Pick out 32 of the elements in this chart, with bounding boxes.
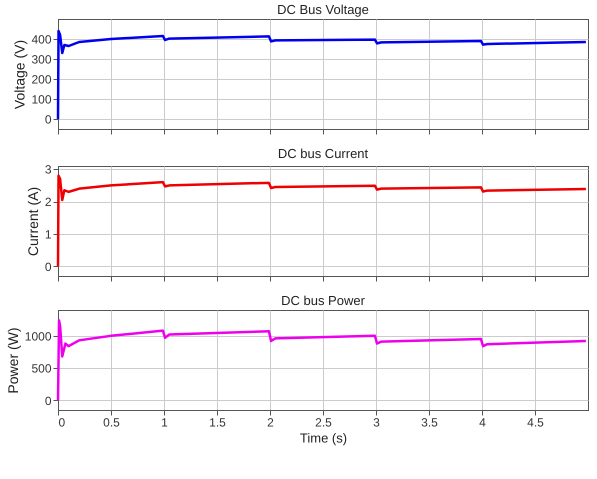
y-tick-label: 300 [31,52,52,66]
line-series [56,319,588,402]
x-tick-label: 0.5 [103,416,120,430]
y-tick-label: 400 [31,32,52,46]
y-tick-label: 3 [44,162,52,177]
y-axis-title: Current (A) [24,186,41,256]
x-tick-label: 3 [373,416,380,430]
x-tick-label: 4 [479,416,486,430]
y-tick-label: 0 [44,260,52,274]
y-tick-label: 200 [31,72,52,86]
y-tick-label: 1000 [24,329,52,344]
y-axis-title: Voltage (V) [11,40,28,110]
x-tick-label: 1.5 [209,416,226,430]
x-axis-title: Time (s) [300,430,348,446]
chart-title: DC bus Current [278,146,369,162]
y-tick-label: 1 [44,227,52,242]
line-series [56,30,588,120]
y-tick-label: 2 [44,195,52,210]
y-tick-label: 0 [44,112,52,126]
y-tick-label: 0 [44,394,52,408]
x-tick-label: 2.5 [315,416,332,430]
chart-title: DC bus Power [281,293,366,308]
x-tick-label: 3.5 [421,416,438,430]
x-tick-label: 4.5 [527,416,544,430]
chart-title: DC Bus Voltage [277,2,369,17]
x-tick-label: 0 [58,416,66,430]
y-axis-title: Power (W) [4,327,21,394]
y-tick-label: 500 [31,362,52,376]
line-series [56,174,588,268]
x-tick-label: 1 [161,416,168,430]
x-tick-label: 2 [267,416,274,430]
y-tick-label: 100 [31,92,52,106]
